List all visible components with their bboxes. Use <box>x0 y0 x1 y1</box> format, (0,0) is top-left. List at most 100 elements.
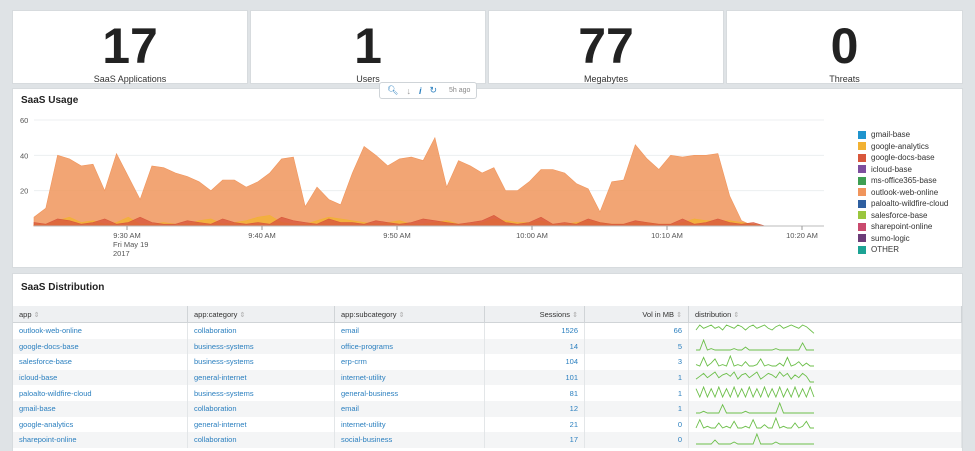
column-header-vol[interactable]: Vol in MB ⇕ <box>584 306 689 323</box>
legend-label: outlook-web-online <box>871 187 939 197</box>
app-cell[interactable]: icloud-base <box>13 369 188 386</box>
refresh-icon[interactable]: ↻ <box>429 85 437 95</box>
category-cell[interactable]: general-internet <box>187 416 335 433</box>
legend-item[interactable]: gmail-base <box>858 129 948 141</box>
category-cell[interactable]: collaboration <box>187 400 335 417</box>
app-cell[interactable]: sharepoint-online <box>13 432 188 448</box>
subcategory-cell[interactable]: social-business <box>334 432 485 448</box>
sparkline-cell <box>688 432 962 448</box>
app-cell[interactable]: google-docs-base <box>13 338 188 355</box>
column-header-app[interactable]: app ⇕ <box>13 306 188 323</box>
legend-label: sharepoint-online <box>871 222 933 232</box>
legend-label: gmail-base <box>871 130 911 140</box>
table-row[interactable]: outlook-web-online collaboration email 1526… <box>13 322 962 339</box>
vol-cell[interactable]: 66 <box>584 322 689 339</box>
vol-cell[interactable]: 0 <box>584 416 689 433</box>
vol-cell[interactable]: 5 <box>584 338 689 355</box>
panel-title: SaaS Usage <box>21 95 79 106</box>
legend-item[interactable]: salesforce-base <box>858 210 948 222</box>
legend-item[interactable]: icloud-base <box>858 164 948 176</box>
sparkline <box>695 370 814 383</box>
x-tick-label: 10:00 AM <box>516 231 548 240</box>
y-tick-label: 40 <box>20 151 28 160</box>
legend-swatch <box>858 153 866 162</box>
table-row[interactable]: paloalto-wildfire-cloud business-systems g… <box>13 385 962 401</box>
table-row[interactable]: google-docs-base business-systems office-p… <box>13 338 962 355</box>
app-cell[interactable]: salesforce-base <box>13 354 188 370</box>
sessions-cell[interactable]: 14 <box>484 338 585 355</box>
sessions-cell[interactable]: 104 <box>484 354 585 370</box>
category-cell[interactable]: business-systems <box>187 338 335 355</box>
table-row[interactable]: google-analytics general-internet internet… <box>13 416 962 433</box>
subcategory-cell[interactable]: internet-utility <box>334 369 485 386</box>
x-tick-label: 9:50 AM <box>383 231 411 240</box>
vol-cell[interactable]: 0 <box>584 432 689 448</box>
last-updated-text: 5h ago <box>449 87 471 94</box>
category-cell[interactable]: business-systems <box>187 385 335 401</box>
table-row[interactable]: icloud-base general-internet internet-util… <box>13 369 962 386</box>
vol-cell[interactable]: 3 <box>584 354 689 370</box>
x-tick-date: Fri May 19 <box>113 240 148 249</box>
column-header-sessions[interactable]: Sessions ⇕ <box>484 306 585 323</box>
info-icon[interactable]: i <box>418 85 422 96</box>
sparkline <box>695 324 815 334</box>
subcategory-cell[interactable]: internet-utility <box>334 416 485 433</box>
legend-item[interactable]: sharepoint-online <box>858 221 948 233</box>
sparkline-path <box>695 385 815 399</box>
subcategory-cell[interactable]: general-business <box>334 385 485 401</box>
vol-cell[interactable]: 1 <box>584 385 689 401</box>
series-area-outlook-web-online <box>33 136 824 227</box>
table-header-row: app ⇕ app:category ⇕ app:subcategory ⇕ S… <box>13 306 962 323</box>
subcategory-cell[interactable]: erp-crm <box>334 354 485 370</box>
category-cell[interactable]: collaboration <box>187 322 335 339</box>
subcategory-cell[interactable]: office-programs <box>334 338 485 355</box>
legend-swatch <box>858 142 866 151</box>
sparkline-cell <box>688 354 962 370</box>
sessions-cell[interactable]: 1526 <box>484 322 585 339</box>
legend-item[interactable]: ms-office365-base <box>858 175 948 187</box>
sessions-cell[interactable]: 81 <box>484 385 585 401</box>
sessions-cell[interactable]: 12 <box>484 400 585 417</box>
sessions-cell[interactable]: 21 <box>484 416 585 433</box>
sessions-cell[interactable]: 17 <box>484 432 585 448</box>
sparkline-cell <box>688 322 962 339</box>
vol-cell[interactable]: 1 <box>584 369 689 386</box>
category-cell[interactable]: business-systems <box>187 354 335 370</box>
table-row[interactable]: salesforce-base business-systems erp-crm 10… <box>13 354 962 370</box>
sparkline-path <box>695 324 815 334</box>
kpi-label: Threats <box>829 74 860 84</box>
table-row[interactable]: gmail-base collaboration email 12 1 <box>13 400 962 417</box>
search-icon[interactable]: 🔍︎ <box>387 85 399 95</box>
sparkline-path <box>695 370 814 383</box>
app-cell[interactable]: outlook-web-online <box>13 322 188 339</box>
kpi-users: 1 Users <box>250 10 486 84</box>
app-cell[interactable]: paloalto-wildfire-cloud <box>13 385 188 401</box>
app-cell[interactable]: google-analytics <box>13 416 188 433</box>
column-header-subcategory[interactable]: app:subcategory ⇕ <box>334 306 485 323</box>
sessions-cell[interactable]: 101 <box>484 369 585 386</box>
category-cell[interactable]: collaboration <box>187 432 335 448</box>
legend-label: salesforce-base <box>871 210 928 220</box>
subcategory-cell[interactable]: email <box>334 322 485 339</box>
column-header-distribution[interactable]: distribution ⇕ <box>688 306 962 323</box>
subcategory-cell[interactable]: email <box>334 400 485 417</box>
legend-label: ms-office365-base <box>871 176 937 186</box>
download-icon[interactable]: ↓ <box>406 85 411 96</box>
legend-item[interactable]: sumo-logic <box>858 233 948 245</box>
column-header-category[interactable]: app:category ⇕ <box>187 306 335 323</box>
app-cell[interactable]: gmail-base <box>13 400 188 417</box>
legend-label: google-analytics <box>871 141 929 151</box>
legend-item[interactable]: paloalto-wildfire-cloud <box>858 198 948 210</box>
legend-item[interactable]: google-docs-base <box>858 152 948 164</box>
table-row[interactable]: sharepoint-online collaboration social-bus… <box>13 432 962 448</box>
saas-usage-chart: 60 40 20 9:30 AM 9:40 AM 9:50 AM 10:00 AM 10:10… <box>20 116 824 258</box>
legend-swatch <box>858 245 866 254</box>
legend-item[interactable]: google-analytics <box>858 141 948 153</box>
category-cell[interactable]: general-internet <box>187 369 335 386</box>
legend-item[interactable]: outlook-web-online <box>858 187 948 199</box>
legend-item[interactable]: OTHER <box>858 244 948 256</box>
vol-cell[interactable]: 1 <box>584 400 689 417</box>
sparkline <box>696 339 814 351</box>
sparkline-path <box>695 417 814 429</box>
legend-label: paloalto-wildfire-cloud <box>871 199 949 209</box>
